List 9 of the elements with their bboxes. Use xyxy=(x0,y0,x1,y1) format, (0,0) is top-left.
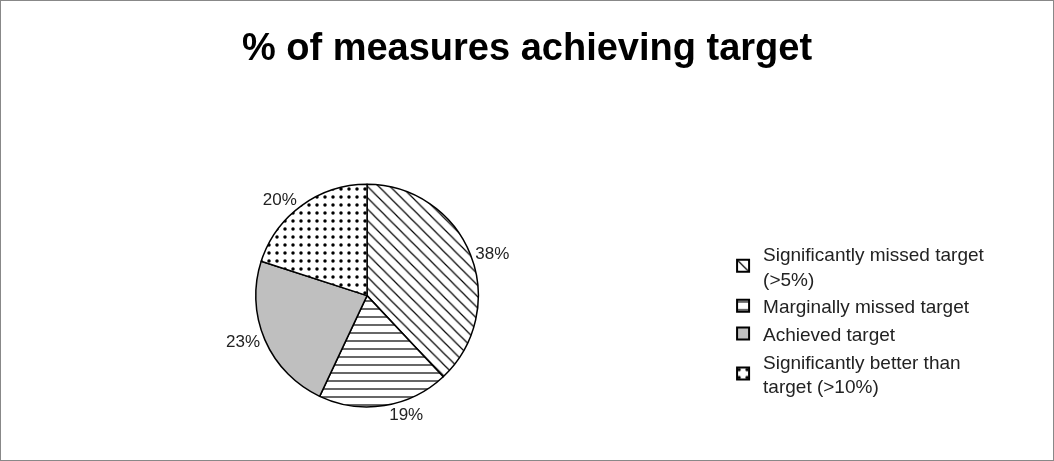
data-label: 38% xyxy=(475,243,510,263)
data-label: 19% xyxy=(389,405,424,425)
legend-label: Achieved target xyxy=(763,323,896,345)
legend-label: Significantly missed target (>5%) xyxy=(763,243,985,290)
data-label: 23% xyxy=(226,331,261,351)
chart-title: % of measures achieving target xyxy=(241,25,813,68)
data-label: 20% xyxy=(262,189,297,209)
legend-label: Marginally missed target xyxy=(763,296,970,318)
legend-label: Significantly better than target (>10%) xyxy=(763,351,961,398)
